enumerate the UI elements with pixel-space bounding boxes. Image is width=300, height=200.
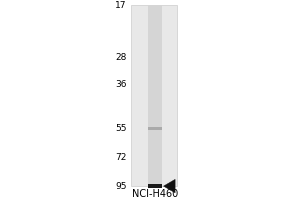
Bar: [148, 184, 162, 188]
Bar: [148, 127, 162, 130]
Text: 55: 55: [115, 124, 127, 133]
Text: NCI-H460: NCI-H460: [132, 189, 178, 199]
Bar: [148, 5, 162, 186]
Text: 95: 95: [115, 182, 127, 191]
Text: 72: 72: [116, 153, 127, 162]
Polygon shape: [164, 179, 175, 193]
Bar: [131, 5, 177, 186]
Text: 36: 36: [115, 80, 127, 89]
Text: 28: 28: [116, 53, 127, 62]
Text: 17: 17: [115, 1, 127, 10]
